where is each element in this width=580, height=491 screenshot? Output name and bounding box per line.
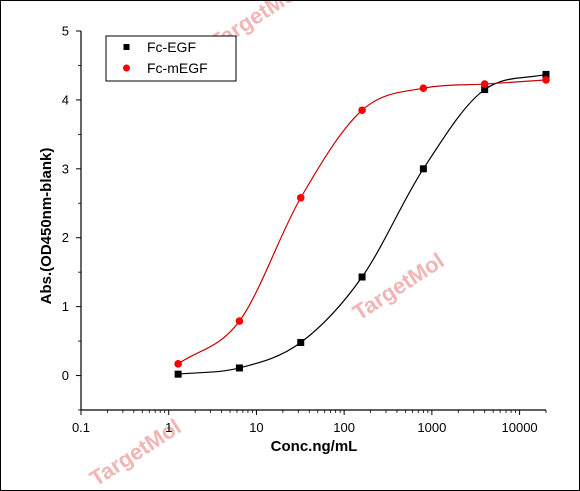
data-point-square bbox=[419, 165, 427, 173]
data-point-square bbox=[358, 273, 366, 281]
legend-label: Fc-mEGF bbox=[147, 60, 208, 76]
y-tick-label: 5 bbox=[62, 24, 69, 39]
y-tick-label: 4 bbox=[62, 92, 69, 107]
x-tick-label: 100 bbox=[333, 420, 355, 435]
data-point-square bbox=[542, 70, 550, 78]
legend-label: Fc-EGF bbox=[147, 39, 196, 55]
y-axis-label: Abs.(OD450nm-blank) bbox=[38, 148, 55, 305]
data-point-circle bbox=[358, 106, 366, 115]
y-tick-label: 0 bbox=[62, 368, 69, 383]
data-points bbox=[174, 70, 550, 378]
data-point-circle bbox=[235, 317, 244, 325]
legend-marker-circle bbox=[123, 64, 130, 72]
data-point-circle bbox=[296, 193, 305, 202]
axes bbox=[80, 31, 546, 411]
data-point-square bbox=[297, 338, 305, 346]
x-tick-label: 10000 bbox=[502, 420, 538, 435]
fit-curves bbox=[177, 73, 547, 375]
data-point-circle bbox=[174, 360, 182, 368]
x-tick-label: 1 bbox=[165, 420, 172, 435]
legend-item-fc-megf: Fc-mEGF bbox=[123, 60, 208, 76]
y-tick-label: 3 bbox=[62, 161, 69, 176]
legend-item-fc-egf: Fc-EGF bbox=[123, 39, 196, 55]
data-point-square bbox=[174, 370, 182, 378]
data-point-circle bbox=[542, 76, 550, 84]
legend-marker-square bbox=[123, 44, 130, 50]
x-tick-label: 1000 bbox=[417, 420, 446, 435]
data-point-square bbox=[235, 364, 243, 372]
y-tick-label: 2 bbox=[62, 230, 69, 245]
x-axis-label: Conc.ng/mL bbox=[271, 438, 358, 455]
data-point-square bbox=[481, 86, 489, 94]
data-point-circle bbox=[480, 80, 489, 88]
watermark-text: TargetMol bbox=[348, 248, 448, 325]
legend-box bbox=[105, 35, 237, 82]
x-tick-label: 10 bbox=[249, 420, 263, 435]
data-point-circle bbox=[419, 84, 428, 92]
legend: Fc-EGF Fc-mEGF bbox=[105, 35, 237, 82]
y-tick-label: 1 bbox=[62, 299, 69, 314]
x-tick-label: 0.1 bbox=[72, 420, 90, 435]
ticks: 0.1 1 10 100 1000 10000 0 1 2 3 4 5 bbox=[62, 24, 547, 435]
